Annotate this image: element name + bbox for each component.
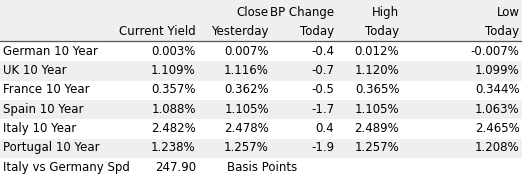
Text: 1.099%: 1.099% — [474, 64, 519, 77]
Text: Today: Today — [365, 25, 399, 38]
Text: Today: Today — [300, 25, 334, 38]
Text: -0.5: -0.5 — [311, 83, 334, 96]
Text: 0.357%: 0.357% — [151, 83, 196, 96]
Text: 2.489%: 2.489% — [354, 122, 399, 135]
Bar — [0, 42, 522, 61]
Text: Italy 10 Year: Italy 10 Year — [3, 122, 76, 135]
Text: Today: Today — [485, 25, 519, 38]
Bar — [0, 139, 522, 158]
Text: 0.362%: 0.362% — [224, 83, 269, 96]
Bar — [0, 81, 522, 100]
Text: 2.465%: 2.465% — [474, 122, 519, 135]
Text: 1.105%: 1.105% — [355, 103, 399, 116]
Text: -0.007%: -0.007% — [470, 45, 519, 58]
Bar — [0, 100, 522, 119]
Text: Current Yield: Current Yield — [119, 25, 196, 38]
Text: German 10 Year: German 10 Year — [3, 45, 98, 58]
Text: 1.088%: 1.088% — [151, 103, 196, 116]
Text: 1.063%: 1.063% — [475, 103, 519, 116]
Text: Spain 10 Year: Spain 10 Year — [3, 103, 83, 116]
Text: 0.365%: 0.365% — [355, 83, 399, 96]
Text: Yesterday: Yesterday — [211, 25, 269, 38]
Text: 1.238%: 1.238% — [151, 141, 196, 154]
Text: 1.257%: 1.257% — [354, 141, 399, 154]
Text: 1.208%: 1.208% — [475, 141, 519, 154]
Text: -0.4: -0.4 — [311, 45, 334, 58]
Text: Italy vs Germany Spd: Italy vs Germany Spd — [3, 161, 129, 174]
Bar — [0, 119, 522, 139]
Text: -0.7: -0.7 — [311, 64, 334, 77]
Text: 0.003%: 0.003% — [151, 45, 196, 58]
Text: 2.478%: 2.478% — [224, 122, 269, 135]
Text: France 10 Year: France 10 Year — [3, 83, 89, 96]
Text: -1.7: -1.7 — [311, 103, 334, 116]
Text: 0.012%: 0.012% — [355, 45, 399, 58]
Text: UK 10 Year: UK 10 Year — [3, 64, 66, 77]
Text: 0.007%: 0.007% — [224, 45, 269, 58]
Text: Close: Close — [236, 6, 269, 19]
Text: 0.344%: 0.344% — [475, 83, 519, 96]
Text: Basis Points: Basis Points — [227, 161, 298, 174]
Text: BP Change: BP Change — [270, 6, 334, 19]
Text: -1.9: -1.9 — [311, 141, 334, 154]
Text: 1.109%: 1.109% — [151, 64, 196, 77]
Text: Low: Low — [496, 6, 519, 19]
Text: 247.90: 247.90 — [155, 161, 196, 174]
Text: 1.116%: 1.116% — [224, 64, 269, 77]
Text: Portugal 10 Year: Portugal 10 Year — [3, 141, 99, 154]
Text: 1.120%: 1.120% — [354, 64, 399, 77]
Text: 2.482%: 2.482% — [151, 122, 196, 135]
Bar — [0, 61, 522, 81]
Text: 0.4: 0.4 — [315, 122, 334, 135]
Text: 1.257%: 1.257% — [224, 141, 269, 154]
Bar — [0, 158, 522, 174]
Text: 1.105%: 1.105% — [224, 103, 269, 116]
Text: High: High — [372, 6, 399, 19]
